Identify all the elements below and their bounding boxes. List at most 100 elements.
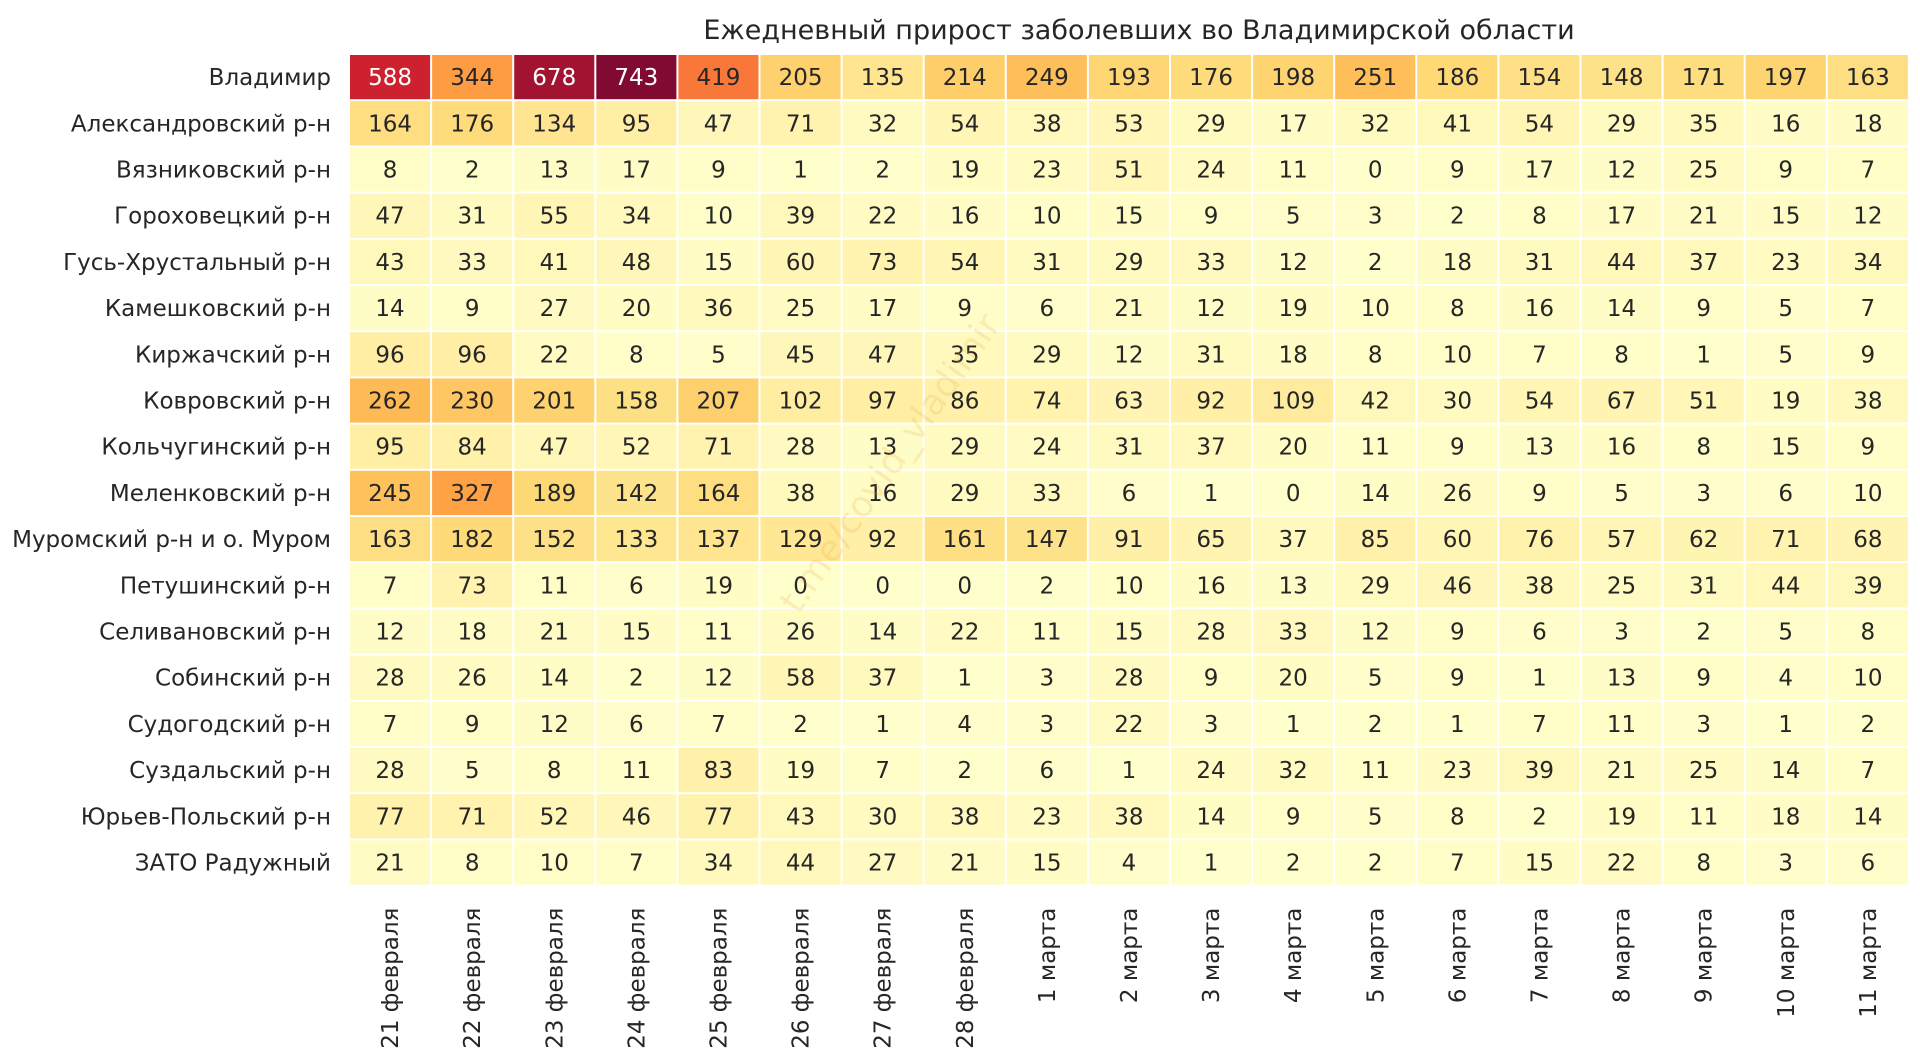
heatmap-cell — [596, 239, 677, 284]
cell-value: 92 — [868, 527, 897, 553]
heatmap-cell — [432, 470, 513, 515]
cell-value: 230 — [450, 389, 494, 415]
cell-value: 10 — [1443, 342, 1472, 368]
heatmap-cell — [1745, 424, 1826, 469]
heatmap-cell — [1827, 378, 1908, 423]
cell-value: 31 — [1114, 435, 1143, 461]
cell-value: 152 — [532, 527, 576, 553]
heatmap-cell — [350, 655, 431, 700]
cell-value: 18 — [1771, 804, 1800, 830]
cell-value: 38 — [1114, 804, 1143, 830]
cell-value: 11 — [1361, 435, 1390, 461]
cell-value: 2 — [1861, 712, 1876, 738]
cell-value: 31 — [1525, 250, 1554, 276]
cell-value: 74 — [1032, 389, 1061, 415]
heatmap-cell — [1745, 147, 1826, 192]
heatmap-cell — [1006, 609, 1087, 654]
cell-value: 5 — [1778, 296, 1793, 322]
cell-value: 2 — [1450, 204, 1465, 230]
column-label: 11 марта — [1856, 908, 1882, 1018]
cell-value: 5 — [465, 758, 480, 784]
cell-value: 7 — [1861, 758, 1876, 784]
cell-value: 19 — [1607, 804, 1636, 830]
heatmap-cell — [1171, 517, 1252, 562]
row-label: Камешковский р-н — [105, 296, 331, 322]
heatmap-cell — [1253, 332, 1334, 377]
cell-value: 42 — [1361, 389, 1390, 415]
cell-value: 25 — [786, 296, 815, 322]
heatmap-cell — [1171, 748, 1252, 793]
cell-value: 20 — [622, 296, 651, 322]
heatmap-cell — [842, 470, 923, 515]
heatmap-cell — [1335, 193, 1416, 238]
cell-value: 9 — [1204, 204, 1219, 230]
heatmap-cell — [1827, 470, 1908, 515]
cell-value: 5 — [1778, 342, 1793, 368]
cell-value: 102 — [779, 389, 823, 415]
cell-value: 4 — [1122, 851, 1137, 877]
cell-value: 96 — [375, 342, 404, 368]
heatmap-cell — [678, 701, 759, 746]
heatmap-cell — [1253, 147, 1334, 192]
heatmap-cell — [760, 147, 841, 192]
heatmap-cell — [514, 701, 595, 746]
cell-value: 44 — [1607, 250, 1636, 276]
cell-value: 1 — [1122, 758, 1137, 784]
heatmap-cell — [1171, 563, 1252, 608]
heatmap-cell — [514, 193, 595, 238]
cell-value: 1 — [1204, 851, 1219, 877]
heatmap-cell — [1417, 609, 1498, 654]
heatmap-cell — [1499, 332, 1580, 377]
heatmap-cell — [1006, 239, 1087, 284]
heatmap-cell — [924, 748, 1005, 793]
heatmap-cell — [1335, 701, 1416, 746]
cell-value: 55 — [540, 204, 569, 230]
cell-value: 17 — [1525, 158, 1554, 184]
heatmap-cell — [1253, 239, 1334, 284]
cell-value: 17 — [622, 158, 651, 184]
heatmap-cell — [1171, 378, 1252, 423]
cell-value: 36 — [704, 296, 733, 322]
heatmap-cell — [1827, 517, 1908, 562]
cell-value: 47 — [868, 342, 897, 368]
cell-value: 161 — [943, 527, 987, 553]
cell-value: 189 — [532, 481, 576, 507]
heatmap-cell — [678, 55, 759, 100]
heatmap-cell — [1171, 239, 1252, 284]
heatmap-cell — [1417, 655, 1498, 700]
cell-value: 86 — [950, 389, 979, 415]
cell-value: 21 — [540, 620, 569, 646]
heatmap-cell — [924, 378, 1005, 423]
heatmap-cell — [1581, 748, 1662, 793]
cell-value: 3 — [1696, 481, 1711, 507]
cell-value: 14 — [868, 620, 897, 646]
cell-value: 39 — [1853, 573, 1882, 599]
heatmap-cell — [842, 517, 923, 562]
heatmap-cell — [924, 517, 1005, 562]
column-label: 3 марта — [1199, 908, 1225, 1003]
cell-value: 15 — [1771, 204, 1800, 230]
cell-value: 2 — [1040, 573, 1055, 599]
heatmap-cell — [514, 239, 595, 284]
heatmap-cell — [1827, 101, 1908, 146]
cell-value: 182 — [450, 527, 494, 553]
heatmap-cell — [924, 424, 1005, 469]
heatmap-cell — [350, 378, 431, 423]
heatmap-cell — [1499, 701, 1580, 746]
heatmap-cell — [1499, 609, 1580, 654]
heatmap-cell — [1088, 794, 1169, 839]
cell-value: 24 — [1196, 158, 1225, 184]
heatmap-cell — [678, 470, 759, 515]
heatmap-cell — [514, 563, 595, 608]
heatmap-cell — [1745, 470, 1826, 515]
heatmap-cell — [1499, 239, 1580, 284]
heatmap-cell — [1088, 286, 1169, 331]
heatmap-cell — [1417, 840, 1498, 885]
cell-value: 176 — [450, 111, 494, 137]
cell-value: 24 — [1032, 435, 1061, 461]
cell-value: 84 — [458, 435, 487, 461]
heatmap-cell — [1663, 794, 1744, 839]
cell-value: 47 — [540, 435, 569, 461]
cell-value: 14 — [540, 666, 569, 692]
heatmap-cell — [1335, 378, 1416, 423]
